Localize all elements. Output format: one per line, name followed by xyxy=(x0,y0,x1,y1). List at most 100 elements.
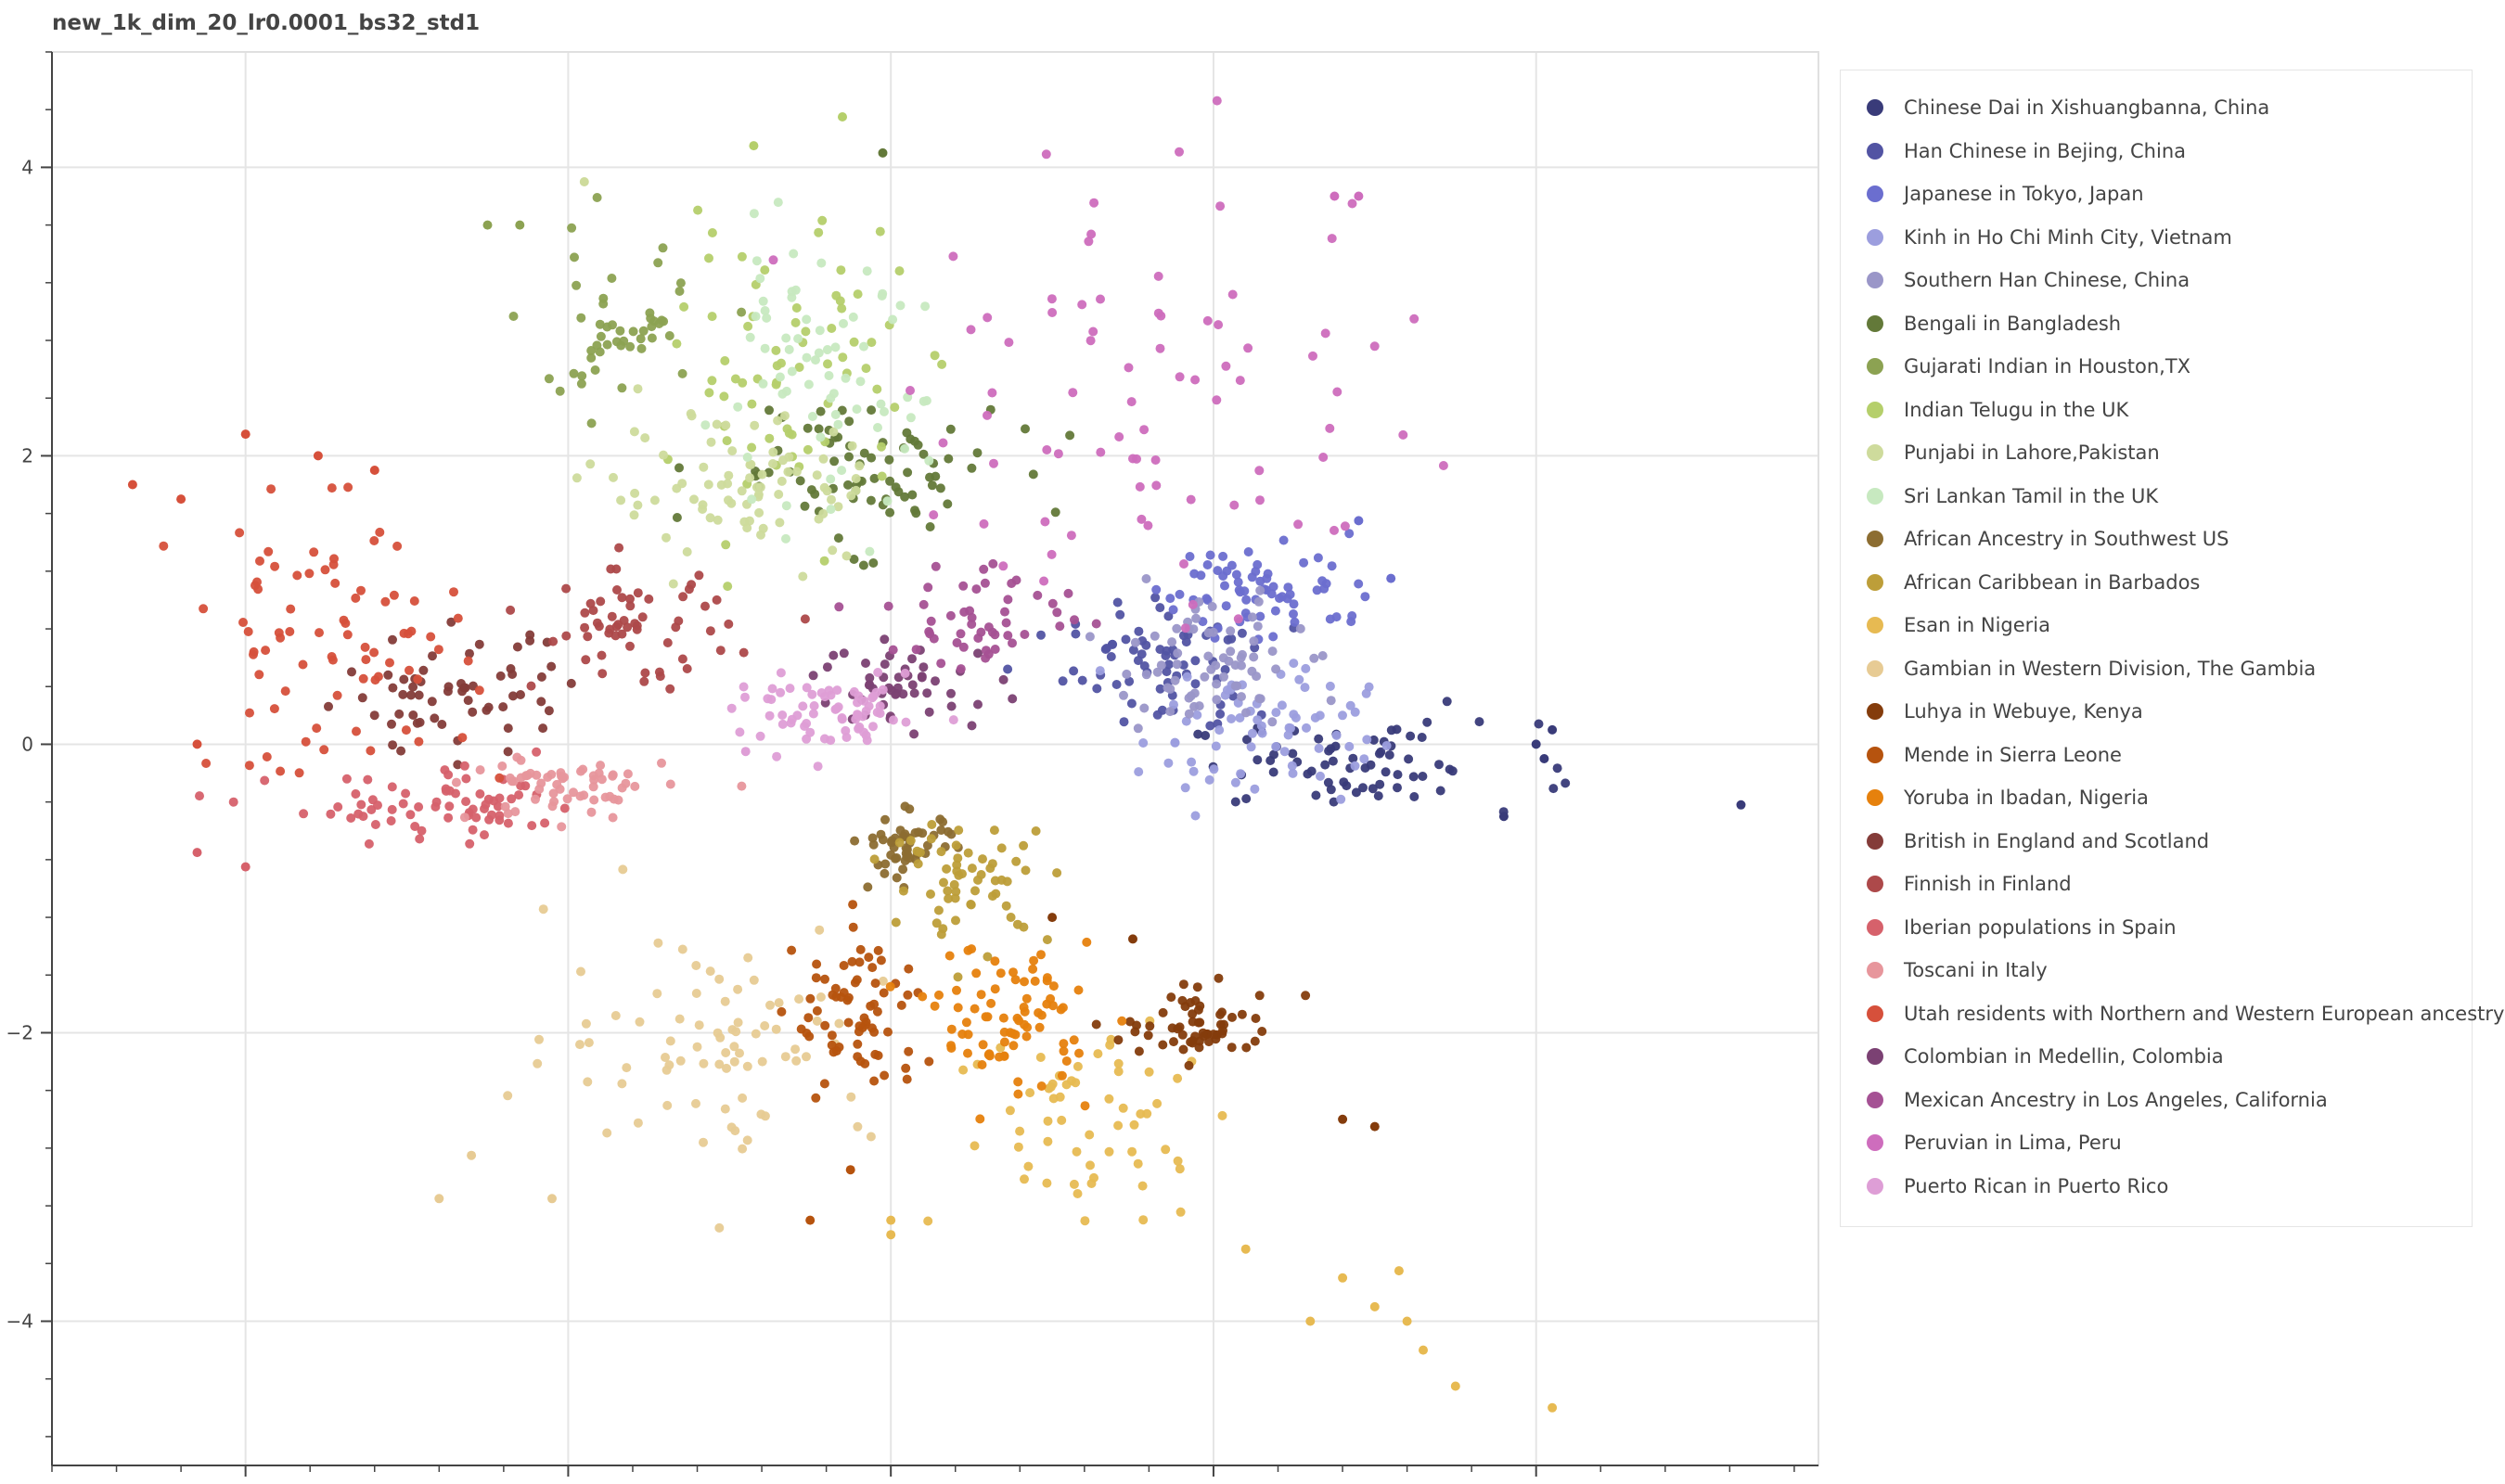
data-point xyxy=(399,674,409,684)
legend-marker xyxy=(1867,918,1883,936)
data-point xyxy=(1289,599,1299,609)
legend-item[interactable]: Puerto Rican in Puerto Rico xyxy=(1867,1173,2168,1199)
legend-item[interactable]: Toscani in Italy xyxy=(1867,957,2048,983)
data-point xyxy=(747,494,757,505)
legend-item[interactable]: Colombian in Medellin, Colombia xyxy=(1867,1043,2224,1069)
data-point xyxy=(989,458,998,468)
legend-item[interactable]: Finnish in Finland xyxy=(1867,871,2072,897)
data-point xyxy=(805,727,816,737)
legend-item[interactable]: Indian Telugu in the UK xyxy=(1867,397,2128,423)
data-point xyxy=(791,303,802,313)
legend-item[interactable]: Chinese Dai in Xishuangbanna, China xyxy=(1867,95,2269,121)
legend-item[interactable]: Yoruba in Ibadan, Nigeria xyxy=(1867,785,2149,811)
data-point xyxy=(1119,690,1128,700)
data-point xyxy=(803,1013,814,1023)
data-point xyxy=(787,945,797,955)
data-point xyxy=(904,964,914,974)
legend-item[interactable]: Utah residents with Northern and Western… xyxy=(1867,1001,2504,1027)
legend-item[interactable]: Bengali in Bangladesh xyxy=(1867,311,2121,337)
data-point xyxy=(576,313,586,323)
legend-item[interactable]: Gujarati Indian in Houston,TX xyxy=(1867,353,2190,379)
legend-item[interactable]: Sri Lankan Tamil in the UK xyxy=(1867,483,2158,509)
legend-item[interactable]: Southern Han Chinese, China xyxy=(1867,267,2190,293)
data-point xyxy=(547,801,558,812)
legend-item[interactable]: Punjabi in Lahore,Pakistan xyxy=(1867,440,2160,466)
data-point xyxy=(324,701,333,711)
data-point xyxy=(608,320,617,330)
data-point xyxy=(805,993,816,1004)
legend-item[interactable]: British in England and Scotland xyxy=(1867,828,2209,854)
data-point xyxy=(1141,640,1151,650)
data-point xyxy=(1498,812,1509,822)
legend-item[interactable]: Mexican Ancestry in Los Angeles, Califor… xyxy=(1867,1087,2328,1113)
data-point xyxy=(839,318,848,328)
data-point xyxy=(839,961,849,970)
data-point xyxy=(1163,683,1173,693)
data-point xyxy=(392,541,403,551)
legend-item[interactable]: Peruvian in Lima, Peru xyxy=(1867,1130,2122,1156)
data-point xyxy=(854,722,865,732)
legend-item[interactable]: Han Chinese in Bejing, China xyxy=(1867,138,2186,164)
data-point xyxy=(820,974,829,984)
data-point xyxy=(1219,672,1228,682)
data-point xyxy=(943,499,953,509)
data-point xyxy=(918,828,928,838)
data-point xyxy=(983,1050,994,1060)
data-point xyxy=(716,480,726,490)
legend-item[interactable]: Iberian populations in Spain xyxy=(1867,915,2177,940)
data-point xyxy=(935,483,945,493)
data-point xyxy=(794,994,804,1004)
legend-item[interactable]: Mende in Sierra Leone xyxy=(1867,742,2122,768)
data-point xyxy=(1169,1037,1178,1047)
data-point xyxy=(418,665,429,675)
data-point xyxy=(1309,653,1319,663)
data-point xyxy=(1190,656,1201,666)
data-point xyxy=(414,802,424,812)
legend-item[interactable]: Esan in Nigeria xyxy=(1867,612,2050,638)
data-point xyxy=(747,399,757,409)
data-point xyxy=(597,669,608,679)
data-point xyxy=(733,1017,743,1028)
legend-item[interactable]: Gambian in Western Division, The Gambia xyxy=(1867,656,2316,682)
data-point xyxy=(880,659,890,670)
legend-item[interactable]: Luhya in Webuye, Kenya xyxy=(1867,698,2143,724)
data-point xyxy=(1013,1089,1023,1099)
data-point xyxy=(637,612,648,622)
data-point xyxy=(617,383,627,393)
data-point xyxy=(990,876,1000,886)
data-point xyxy=(286,604,296,614)
data-point xyxy=(1251,1014,1261,1023)
data-point xyxy=(294,768,304,778)
data-point xyxy=(433,645,443,655)
data-point xyxy=(812,470,822,480)
data-point xyxy=(658,243,668,253)
data-point xyxy=(1152,667,1163,677)
data-point xyxy=(369,710,379,721)
data-point xyxy=(675,1055,686,1066)
data-point xyxy=(475,765,485,775)
data-point xyxy=(687,580,697,590)
legend-item[interactable]: Kinh in Ho Chi Minh City, Vietnam xyxy=(1867,224,2232,250)
data-point xyxy=(1227,633,1237,644)
data-point xyxy=(931,561,941,571)
data-point xyxy=(1534,719,1544,729)
data-point xyxy=(370,820,380,829)
data-point xyxy=(387,782,397,792)
data-point xyxy=(1056,1004,1066,1015)
legend-item[interactable]: African Ancestry in Southwest US xyxy=(1867,526,2229,552)
data-point xyxy=(758,523,768,533)
data-point xyxy=(712,595,722,605)
data-point xyxy=(938,817,948,827)
data-point xyxy=(1036,1081,1047,1091)
data-point xyxy=(724,495,733,505)
data-point xyxy=(1548,784,1559,794)
data-point xyxy=(443,770,454,780)
data-point xyxy=(1133,723,1143,734)
data-point xyxy=(1249,636,1259,646)
legend-item[interactable]: Japanese in Tokyo, Japan xyxy=(1867,181,2144,207)
data-point xyxy=(1283,582,1293,593)
data-point xyxy=(1252,672,1262,682)
legend-item[interactable]: African Caribbean in Barbados xyxy=(1867,569,2200,595)
data-point xyxy=(1218,571,1228,581)
data-point xyxy=(784,452,794,462)
